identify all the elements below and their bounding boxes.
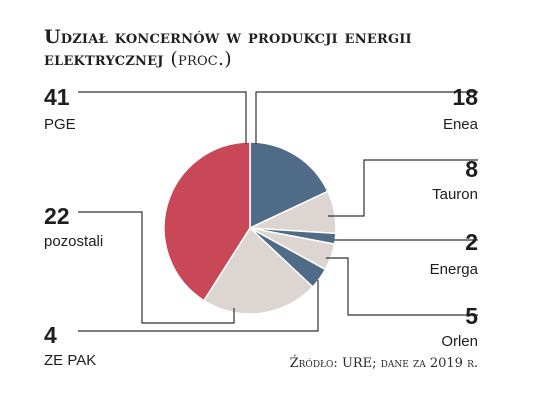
- label-tauron: Tauron: [432, 186, 478, 203]
- pie-slice-pge: [163, 141, 251, 302]
- value-energa: 2: [465, 229, 478, 255]
- leader-line-pozostali: [78, 211, 235, 324]
- leader-line-tauron: [328, 159, 478, 217]
- value-pge: 41: [44, 84, 70, 110]
- chart-title-line-2: elektrycznej (proc.): [44, 48, 524, 70]
- label-enea: Enea: [442, 116, 478, 133]
- value-enea: 18: [452, 84, 478, 110]
- value-pozostali: 22: [44, 203, 70, 229]
- value-orlen: 5: [465, 303, 478, 329]
- value-ze-pak: 4: [44, 322, 57, 348]
- label-pge: PGE: [44, 116, 76, 133]
- source-note: Źródło: URE; dane za 2019 r.: [289, 356, 478, 371]
- label-energa: Energa: [429, 261, 478, 278]
- label-orlen: Orlen: [441, 333, 478, 350]
- chart-title-line-1: Udział koncernów w produkcji energii: [44, 26, 412, 48]
- chart-unit: (proc.): [170, 48, 232, 70]
- leader-line-pge: [78, 91, 247, 144]
- pie-slice-pozostali: [202, 226, 314, 315]
- leader-line-orlen: [326, 257, 478, 316]
- pie-slices: [163, 141, 337, 315]
- chart-title-text: elektrycznej: [44, 48, 164, 70]
- leader-line-ze-pak: [78, 280, 319, 332]
- leader-lines: [78, 91, 478, 332]
- label-pozostali: pozostali: [44, 233, 104, 250]
- value-tauron: 8: [465, 156, 478, 182]
- label-ze-pak: ZE PAK: [44, 352, 97, 369]
- leader-line-enea: [255, 91, 478, 144]
